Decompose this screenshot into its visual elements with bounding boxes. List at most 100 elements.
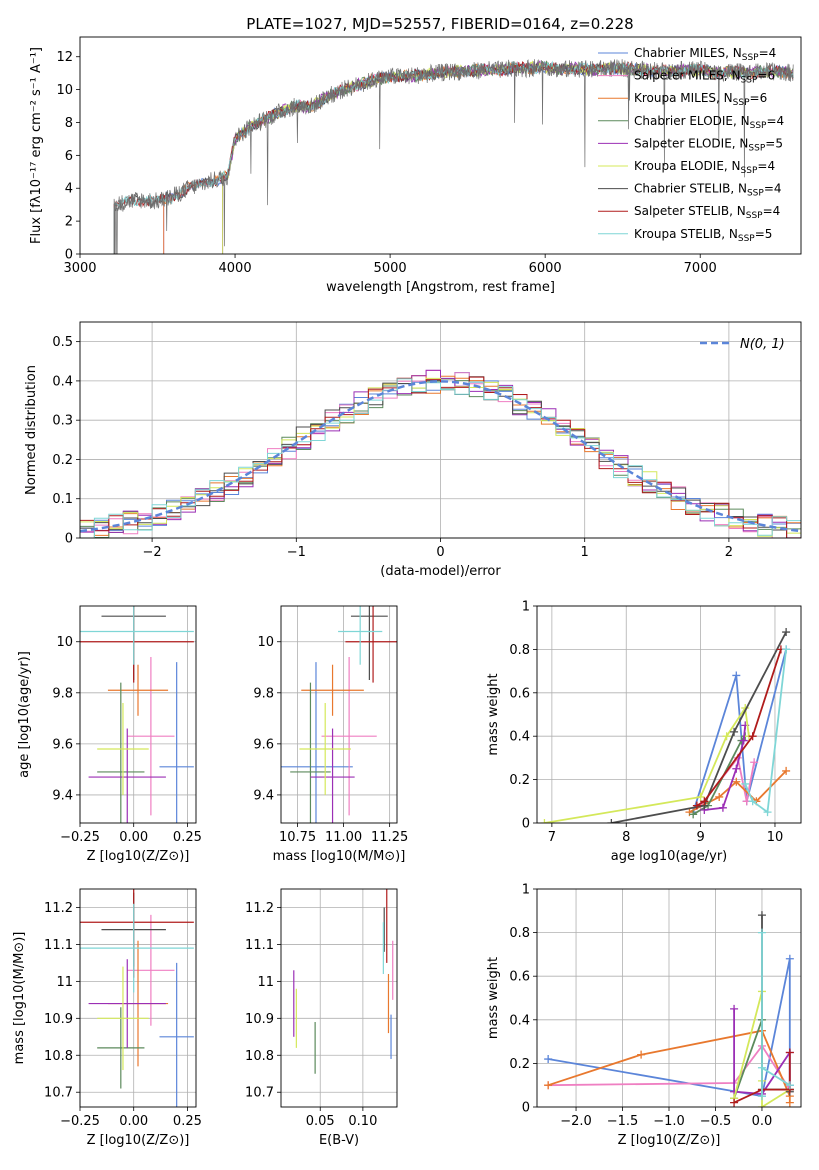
legend-subscript: SSP — [750, 121, 767, 131]
mass-weight-line — [744, 649, 787, 814]
legend-count: =6 — [750, 91, 768, 105]
y-tick-label: 0.2 — [509, 773, 530, 788]
y-tick-label: 9.8 — [52, 686, 73, 701]
plot-area — [544, 911, 794, 1107]
ssp-marker — [718, 803, 727, 812]
y-tick-label: 0.4 — [509, 1013, 530, 1028]
mass-age-panel: 10.75 11.00 11.25 9.4 9.6 9.8 10 mass [log10(M/… — [253, 605, 408, 864]
x-tick-label: −1 — [287, 545, 306, 560]
z-age-panel: −0.25 0.00 0.25 9.4 9.6 9.8 10 Z [log10(Z/Z⊙)] a… — [17, 605, 202, 864]
plot-area — [80, 369, 801, 538]
legend-count: =5 — [765, 136, 783, 150]
x-tick-label: 0.0 — [752, 1114, 773, 1129]
legend-subscript: SSP — [747, 189, 764, 199]
legend-subscript: SSP — [733, 98, 750, 108]
ssp-marker — [757, 911, 766, 920]
x-tick-label: 8 — [622, 830, 630, 845]
spectrum-panel: 3000 4000 5000 6000 7000 0 2 4 6 8 10 12 wavelength … — [29, 36, 802, 295]
ssp-marker — [730, 1004, 739, 1013]
model-line — [222, 60, 794, 254]
x-tick-label: 5000 — [374, 261, 407, 276]
x-tick-label: −0.25 — [60, 830, 100, 845]
ssp-marker — [782, 628, 791, 637]
y-tick-label: 4 — [65, 182, 73, 197]
ssp-marker — [748, 797, 757, 806]
legend-entry: Kroupa ELODIE, NSSP=4 — [634, 159, 775, 176]
ssp-marker — [785, 1098, 794, 1107]
legend-subscript: SSP — [742, 53, 759, 63]
legend-name: Salpeter STELIB, N — [634, 204, 746, 218]
residuals-panel: −2 −1 0 1 2 0 0.1 0.2 0.3 0.4 0.5 (data-model)/erro… — [24, 321, 802, 579]
y-tick-label: 11.2 — [245, 901, 274, 916]
y-tick-label: 10.7 — [245, 1086, 274, 1101]
legend-subscript: SSP — [748, 143, 765, 153]
y-tick-label: 11.1 — [245, 938, 274, 953]
y-tick-label: 0 — [65, 532, 73, 547]
ssp-marker — [637, 1050, 646, 1059]
x-axis-label: wavelength [Angstrom, rest frame] — [326, 280, 555, 295]
ebv-mass-panel: 0.05 0.10 10.7 10.8 10.9 11 11.1 11.2 E(B-V) — [245, 888, 398, 1148]
legend-count: =4 — [764, 182, 782, 196]
ssp-marker — [732, 671, 741, 680]
ssp-marker — [715, 792, 724, 801]
legend-name: Salpeter MILES, N — [634, 69, 741, 83]
y-tick-label: 10.7 — [44, 1086, 73, 1101]
legend-entry: Chabrier STELIB, NSSP=4 — [634, 182, 782, 199]
axes-frame — [280, 605, 398, 824]
mass-weight-line — [544, 705, 750, 823]
y-tick-label: 0 — [522, 817, 530, 832]
ssp-marker — [757, 928, 766, 937]
x-axis-label: mass [log10(M/M⊙)] — [273, 849, 406, 864]
legend-name: Kroupa STELIB, N — [634, 227, 738, 241]
legend-subscript: SSP — [741, 76, 758, 86]
legend-entry: Chabrier ELODIE, NSSP=4 — [634, 114, 784, 131]
x-tick-label: 0.25 — [173, 1114, 202, 1129]
legend-name: Chabrier MILES, N — [634, 46, 742, 60]
y-tick-label: 10 — [56, 83, 73, 98]
y-tick-label: 1 — [522, 600, 530, 615]
y-tick-label: 9.8 — [253, 686, 274, 701]
plot-area — [80, 889, 194, 1107]
y-tick-label: 2 — [65, 215, 73, 230]
legend-entry: Kroupa STELIB, NSSP=5 — [634, 227, 772, 244]
ssp-marker — [607, 819, 616, 823]
ssp-marker — [739, 736, 748, 745]
y-tick-label: 8 — [65, 116, 73, 131]
y-tick-label: 11 — [56, 975, 73, 990]
y-tick-label: 10.8 — [245, 1049, 274, 1064]
plot-area — [113, 59, 794, 254]
ssp-marker — [757, 1063, 766, 1072]
x-tick-label: −1.5 — [607, 1114, 639, 1129]
legend-count: =4 — [757, 159, 775, 173]
x-tick-label: 7 — [548, 830, 556, 845]
y-tick-label: 10 — [257, 635, 274, 650]
legend-entry: Salpeter ELODIE, NSSP=5 — [634, 136, 783, 153]
ssp-marker — [741, 779, 750, 788]
legend-name: Kroupa ELODIE, N — [634, 159, 741, 173]
y-tick-label: 9.4 — [253, 788, 274, 803]
x-axis-label: (data-model)/error — [380, 564, 501, 579]
y-tick-label: 0.4 — [52, 374, 73, 389]
histogram-series — [80, 376, 801, 538]
y-tick-label: 0.1 — [52, 492, 73, 507]
ssp-marker — [722, 732, 731, 741]
x-tick-label: 0.05 — [306, 1114, 335, 1129]
legend-count: =6 — [757, 69, 775, 83]
x-tick-label: 11.25 — [371, 830, 408, 845]
y-axis-label: Normed distribution — [24, 365, 39, 495]
x-tick-label: 10 — [767, 830, 784, 845]
x-tick-label: 9 — [696, 830, 704, 845]
y-tick-label: 0.5 — [52, 335, 73, 350]
mass-weight-line — [548, 1044, 791, 1091]
legend-count: =4 — [763, 204, 781, 218]
y-tick-label: 9.6 — [253, 737, 274, 752]
y-tick-label: 0.8 — [509, 926, 530, 941]
ssp-marker — [785, 1081, 794, 1090]
y-axis-label: Flux [fλ10⁻¹⁷ erg cm⁻² s⁻¹ A⁻¹] — [29, 47, 44, 244]
legend-subscript: SSP — [741, 166, 758, 176]
mass-weight-line — [696, 649, 782, 807]
plot-area — [80, 606, 194, 823]
z-mass-weight-panel: −2.0 −1.5 −1.0 −0.5 0.0 0 0.2 0.4 0.6 0.8 1 Z [log1… — [486, 883, 802, 1148]
data-spectrum — [113, 59, 794, 254]
